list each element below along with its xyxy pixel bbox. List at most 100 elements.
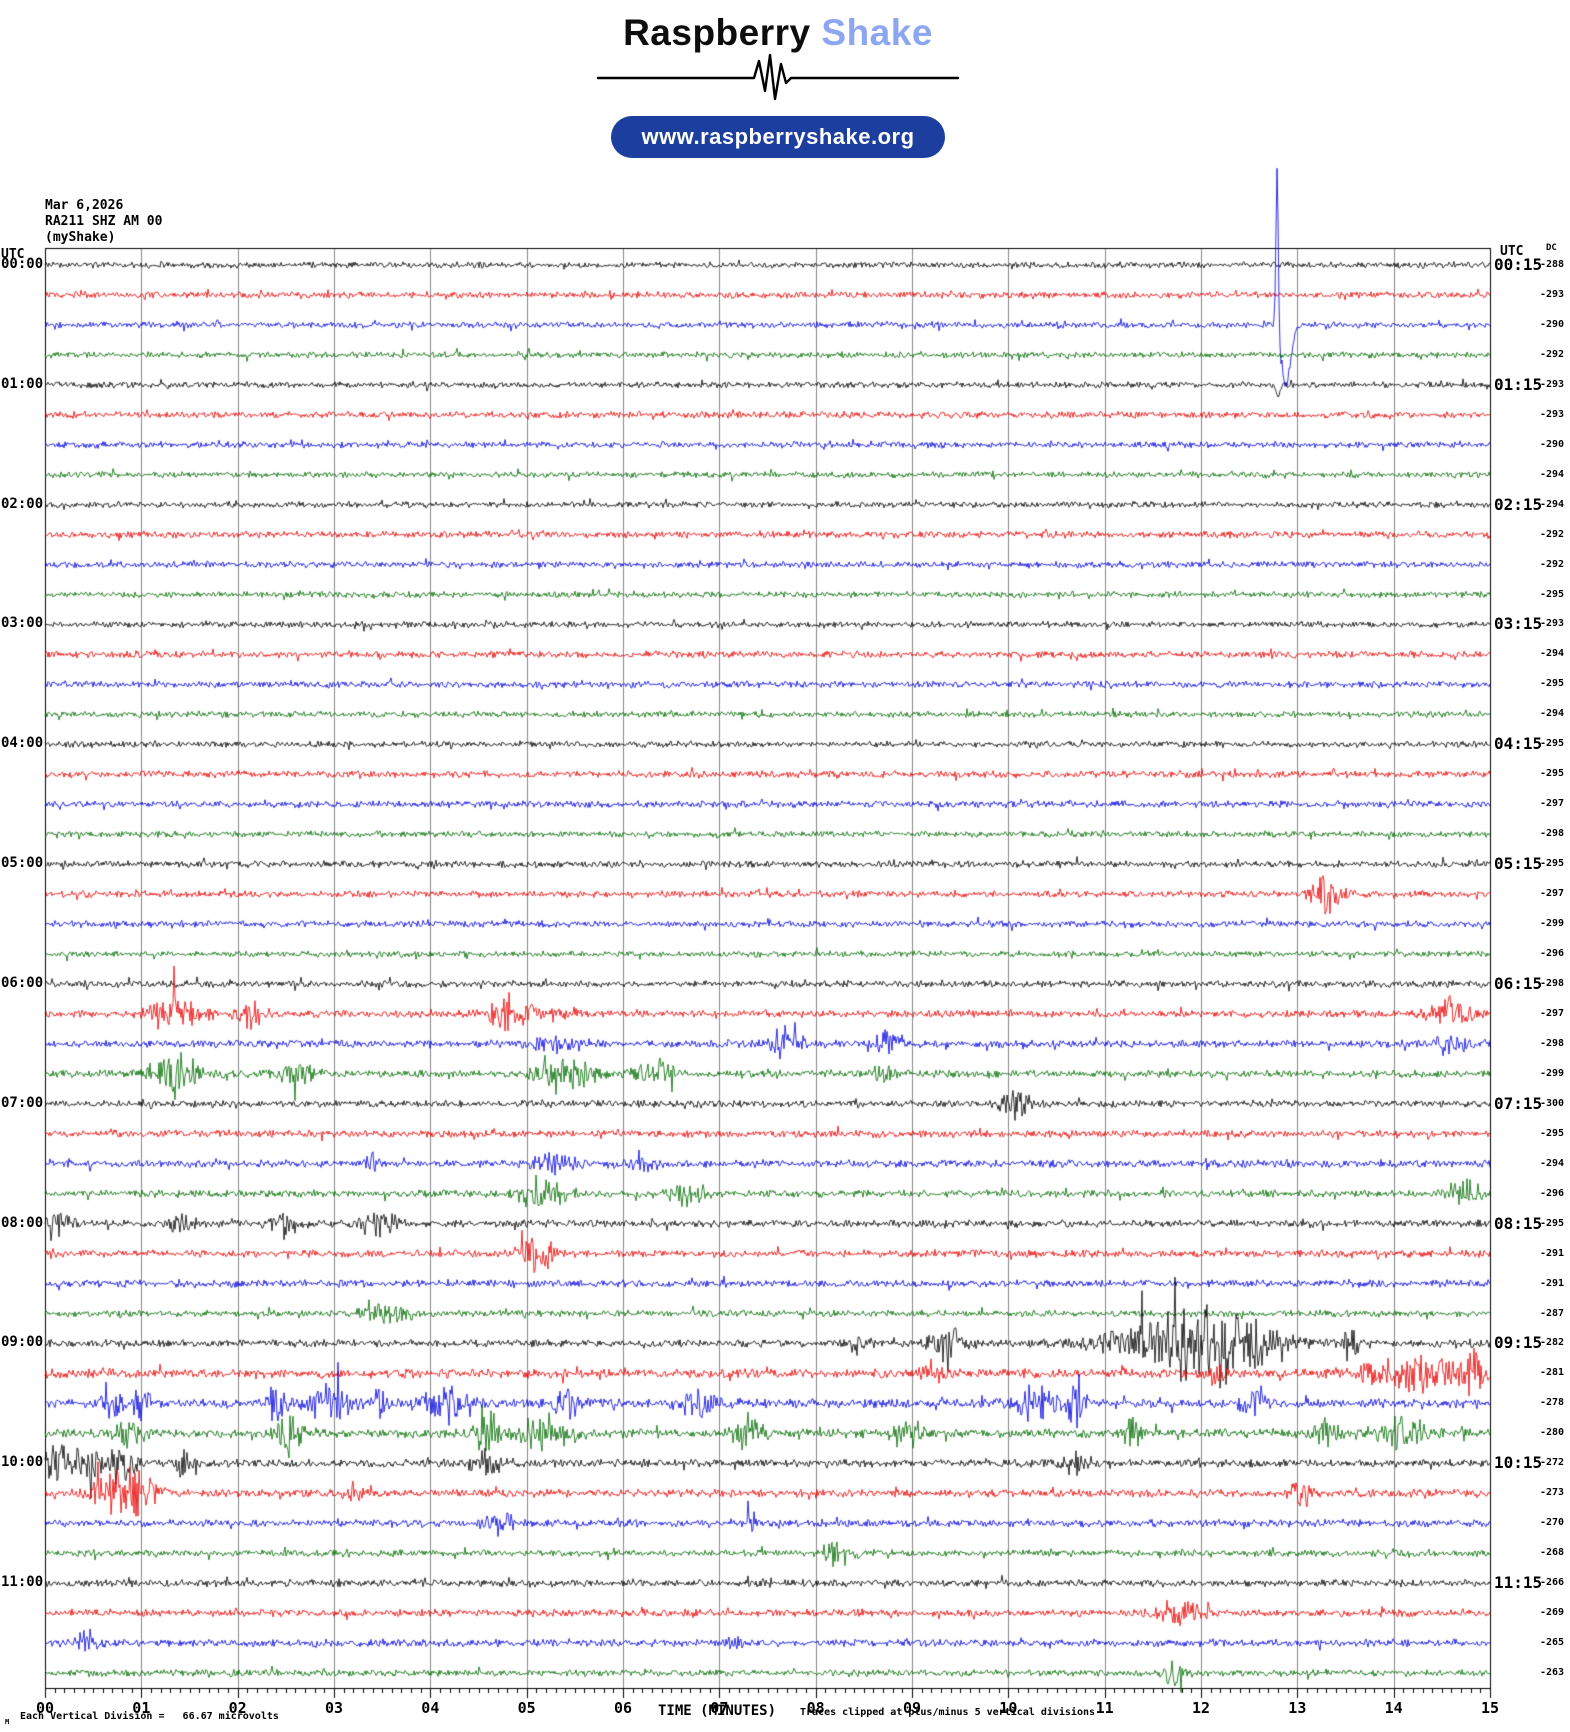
dc-value: -300	[1540, 1097, 1565, 1109]
dc-header: DC	[1546, 243, 1557, 253]
utc-left-label: 02:00	[1, 495, 44, 512]
dc-value: -294	[1540, 1157, 1565, 1169]
scale-note: Each Vertical Division = 66.67 microvolt…	[20, 1711, 279, 1722]
dc-value: -290	[1540, 318, 1565, 330]
dc-value: -295	[1540, 768, 1565, 780]
x-tick-label: 00	[35, 1699, 55, 1717]
x-tick-label: 12	[1191, 1699, 1211, 1717]
x-axis-title: TIME (MINUTES)	[658, 1703, 777, 1719]
dc-value: -288	[1540, 259, 1565, 270]
dc-value: -291	[1540, 1247, 1565, 1259]
dc-value: -269	[1540, 1607, 1565, 1619]
dc-value: -280	[1540, 1427, 1565, 1439]
x-tick-label: 13	[1288, 1699, 1307, 1717]
utc-left-label: 06:00	[1, 974, 44, 991]
seismic-wave-icon	[0, 52, 1556, 106]
utc-right-label: 07:15	[1494, 1093, 1543, 1113]
header: Raspberry Shake www.raspberryshake.org	[0, 12, 1556, 158]
x-tick-label: 02	[228, 1699, 247, 1717]
x-tick-label: 15	[1480, 1699, 1500, 1717]
dc-value: -295	[1540, 1127, 1565, 1139]
station-info: Mar 6,2026 RA211 SHZ AM 00 (myShake)	[45, 198, 162, 246]
dc-value: -290	[1540, 438, 1565, 450]
dc-value: -297	[1540, 798, 1565, 810]
clip-note: Traces clipped at plus/minus 5 vertical …	[800, 1707, 1096, 1718]
dc-value: -293	[1540, 618, 1565, 630]
dc-value: -268	[1540, 1547, 1565, 1559]
utc-left-label: 11:00	[1, 1574, 44, 1591]
brand-secondary: Shake	[821, 12, 933, 53]
brand-logo: Raspberry Shake	[0, 12, 1556, 54]
utc-left-label: 04:00	[1, 735, 44, 752]
dc-value: -293	[1540, 288, 1565, 300]
utc-header-left: UTC	[1, 247, 25, 262]
utc-right-label: 06:15	[1494, 973, 1543, 993]
dc-value: -298	[1540, 977, 1565, 989]
utc-left-label: 01:00	[1, 375, 44, 392]
dc-value: -294	[1540, 648, 1565, 660]
dc-value: -295	[1540, 738, 1565, 750]
scale-marker: M	[5, 1718, 10, 1726]
utc-right-label: 08:15	[1494, 1213, 1543, 1233]
x-tick-label: 06	[613, 1699, 633, 1717]
utc-right-label: 10:15	[1494, 1453, 1543, 1473]
utc-right-label: 01:15	[1494, 374, 1543, 394]
utc-left-label: 03:00	[1, 615, 44, 632]
dc-value: -292	[1540, 528, 1565, 540]
utc-right-label: 11:15	[1494, 1573, 1543, 1593]
dc-value: -299	[1540, 918, 1565, 930]
dc-value: -291	[1540, 1277, 1565, 1289]
dc-value: -295	[1540, 1217, 1565, 1229]
x-tick-label: 10	[999, 1699, 1018, 1717]
utc-left-label: 09:00	[1, 1334, 44, 1351]
dc-value: -292	[1540, 348, 1565, 360]
dc-value: -270	[1540, 1517, 1565, 1529]
x-tick-label: 07	[710, 1699, 729, 1717]
x-tick-label: 05	[517, 1699, 536, 1717]
utc-right-label: 04:15	[1494, 734, 1543, 754]
dc-value: -263	[1540, 1667, 1565, 1678]
dc-value: -293	[1540, 378, 1565, 390]
dc-value: -266	[1540, 1577, 1565, 1589]
utc-left-label: 07:00	[1, 1094, 44, 1111]
utc-right-label: 02:15	[1494, 494, 1543, 514]
dc-value: -294	[1540, 708, 1565, 720]
utc-right-label: 09:15	[1494, 1333, 1543, 1353]
station-network: (myShake)	[45, 230, 116, 245]
utc-left-label: 05:00	[1, 855, 44, 872]
dc-value: -281	[1540, 1367, 1565, 1379]
dc-value: -295	[1540, 588, 1565, 600]
utc-right-label: 00:15	[1494, 255, 1543, 274]
dc-value: -278	[1540, 1397, 1565, 1409]
utc-left-label: 10:00	[1, 1454, 44, 1471]
website-link[interactable]: www.raspberryshake.org	[611, 116, 945, 158]
utc-left-label: 08:00	[1, 1214, 44, 1231]
dc-value: -298	[1540, 828, 1565, 840]
dc-value: -296	[1540, 1187, 1565, 1199]
dc-value: -298	[1540, 1037, 1565, 1049]
dc-value: -294	[1540, 468, 1565, 480]
dc-value: -295	[1540, 678, 1565, 690]
dc-value: -294	[1540, 498, 1565, 510]
brand-primary: Raspberry	[623, 12, 811, 53]
dc-value: -293	[1540, 408, 1565, 420]
dc-value: -299	[1540, 1067, 1565, 1079]
utc-right-label: 03:15	[1494, 614, 1543, 634]
utc-right-label: 05:15	[1494, 854, 1543, 874]
dc-value: -295	[1540, 858, 1565, 870]
utc-header-right: UTC	[1500, 244, 1524, 259]
dc-value: -282	[1540, 1337, 1565, 1349]
x-tick-label: 09	[902, 1699, 922, 1717]
dc-value: -265	[1540, 1637, 1565, 1649]
dc-value: -297	[1540, 888, 1565, 900]
x-tick-label: 04	[421, 1699, 440, 1717]
x-tick-label: 03	[324, 1699, 344, 1717]
x-tick-label: 01	[132, 1699, 151, 1717]
dc-value: -297	[1540, 1007, 1565, 1019]
x-tick-label: 14	[1384, 1699, 1403, 1717]
station-date: Mar 6,2026	[45, 198, 124, 213]
station-id: RA211 SHZ AM 00	[45, 214, 163, 229]
